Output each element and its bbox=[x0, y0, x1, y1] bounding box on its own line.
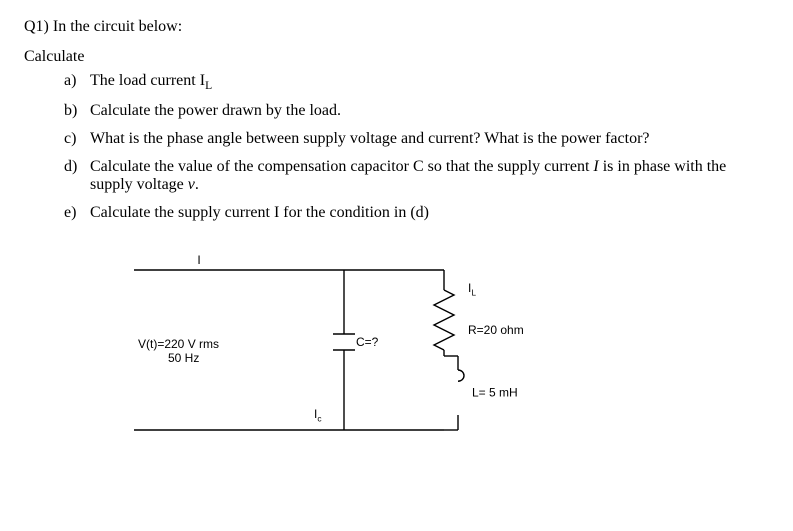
item-d-after: . bbox=[195, 176, 199, 193]
marker-c: c) bbox=[64, 130, 90, 148]
question-list: a) The load current IL b) Calculate the … bbox=[64, 72, 769, 222]
svg-text:R=20 ohm: R=20 ohm bbox=[468, 323, 524, 337]
svg-text:L= 5 mH: L= 5 mH bbox=[472, 386, 518, 400]
item-d: d) Calculate the value of the compensati… bbox=[64, 158, 769, 194]
lead-word: Calculate bbox=[24, 48, 769, 66]
item-a: a) The load current IL bbox=[64, 72, 769, 92]
item-a-text: The load current I bbox=[90, 72, 205, 89]
circuit-diagram-container: I C=? Ic IL R=20 ohm L= 5 mH V(t)=220 V rms50 … bbox=[114, 250, 769, 455]
item-a-sub: L bbox=[205, 80, 212, 92]
item-e: e) Calculate the supply current I for th… bbox=[64, 204, 769, 222]
svg-text:IL: IL bbox=[468, 281, 476, 297]
svg-text:I: I bbox=[197, 253, 200, 267]
item-b-text: Calculate the power drawn by the load. bbox=[90, 102, 341, 120]
circuit-diagram: I C=? Ic IL R=20 ohm L= 5 mH V(t)=220 V rms50 … bbox=[114, 250, 534, 450]
item-d-before: Calculate the value of the compensation … bbox=[90, 158, 593, 175]
marker-a: a) bbox=[64, 72, 90, 92]
svg-text:Ic: Ic bbox=[314, 407, 322, 423]
item-b: b) Calculate the power drawn by the load… bbox=[64, 102, 769, 120]
marker-d: d) bbox=[64, 158, 90, 194]
svg-text:V(t)=220 V rms: V(t)=220 V rms bbox=[138, 337, 219, 351]
marker-b: b) bbox=[64, 102, 90, 120]
item-e-text: Calculate the supply current I for the c… bbox=[90, 204, 429, 222]
svg-text:50 Hz: 50 Hz bbox=[168, 351, 199, 365]
question-title: Q1) In the circuit below: bbox=[24, 18, 769, 36]
item-d-ital2: v bbox=[188, 176, 195, 193]
marker-e: e) bbox=[64, 204, 90, 222]
item-c-text: What is the phase angle between supply v… bbox=[90, 130, 650, 148]
item-c: c) What is the phase angle between suppl… bbox=[64, 130, 769, 148]
svg-text:C=?: C=? bbox=[356, 335, 379, 349]
